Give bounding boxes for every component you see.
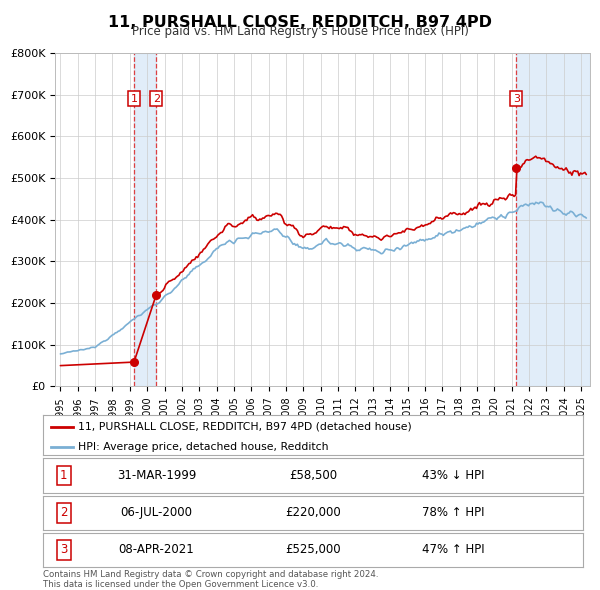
Text: £220,000: £220,000 <box>286 506 341 519</box>
Text: 11, PURSHALL CLOSE, REDDITCH, B97 4PD: 11, PURSHALL CLOSE, REDDITCH, B97 4PD <box>108 15 492 30</box>
Text: Contains HM Land Registry data © Crown copyright and database right 2024.
This d: Contains HM Land Registry data © Crown c… <box>43 570 379 589</box>
Text: £58,500: £58,500 <box>289 469 337 482</box>
Text: 2: 2 <box>60 506 67 519</box>
Text: 43% ↓ HPI: 43% ↓ HPI <box>422 469 485 482</box>
Text: 3: 3 <box>513 94 520 104</box>
Text: 31-MAR-1999: 31-MAR-1999 <box>117 469 196 482</box>
Text: 11, PURSHALL CLOSE, REDDITCH, B97 4PD (detached house): 11, PURSHALL CLOSE, REDDITCH, B97 4PD (d… <box>78 422 412 432</box>
Text: 2: 2 <box>152 94 160 104</box>
Text: 3: 3 <box>60 543 67 556</box>
Text: £525,000: £525,000 <box>286 543 341 556</box>
Text: Price paid vs. HM Land Registry's House Price Index (HPI): Price paid vs. HM Land Registry's House … <box>131 25 469 38</box>
Bar <box>517 53 590 386</box>
Text: 06-JUL-2000: 06-JUL-2000 <box>121 506 193 519</box>
Text: 1: 1 <box>131 94 137 104</box>
Text: 78% ↑ HPI: 78% ↑ HPI <box>422 506 485 519</box>
Text: 1: 1 <box>60 469 67 482</box>
Bar <box>134 53 156 386</box>
Text: 08-APR-2021: 08-APR-2021 <box>119 543 194 556</box>
Text: HPI: Average price, detached house, Redditch: HPI: Average price, detached house, Redd… <box>78 442 329 452</box>
Text: 47% ↑ HPI: 47% ↑ HPI <box>422 543 485 556</box>
